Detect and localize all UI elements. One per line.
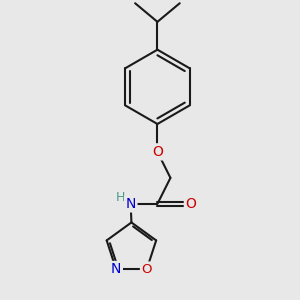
- Text: N: N: [111, 262, 121, 277]
- Text: O: O: [185, 197, 196, 211]
- Text: H: H: [116, 191, 125, 204]
- Text: O: O: [142, 263, 152, 276]
- Text: N: N: [125, 197, 136, 211]
- Text: O: O: [152, 145, 163, 159]
